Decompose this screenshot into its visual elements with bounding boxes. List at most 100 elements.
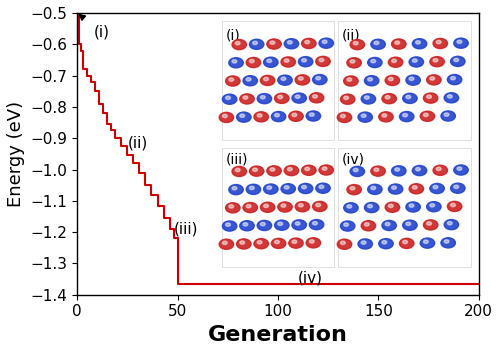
- Circle shape: [298, 203, 303, 207]
- Circle shape: [267, 39, 281, 49]
- Y-axis label: Energy (eV): Energy (eV): [7, 101, 25, 207]
- Circle shape: [433, 165, 448, 175]
- Circle shape: [409, 184, 424, 194]
- Circle shape: [292, 240, 297, 243]
- Circle shape: [400, 238, 414, 249]
- Circle shape: [358, 112, 372, 122]
- Circle shape: [361, 221, 376, 231]
- Circle shape: [312, 221, 318, 225]
- Circle shape: [350, 60, 355, 63]
- Circle shape: [436, 167, 441, 171]
- Circle shape: [281, 77, 286, 81]
- Circle shape: [226, 223, 230, 226]
- Circle shape: [310, 220, 324, 230]
- Circle shape: [450, 183, 465, 193]
- Circle shape: [444, 113, 449, 116]
- Circle shape: [254, 112, 268, 122]
- Circle shape: [392, 166, 406, 176]
- Circle shape: [400, 112, 414, 122]
- Circle shape: [250, 186, 254, 190]
- Circle shape: [305, 167, 310, 171]
- Circle shape: [364, 76, 379, 86]
- Circle shape: [409, 77, 414, 81]
- Circle shape: [319, 38, 334, 48]
- Circle shape: [392, 39, 406, 49]
- Circle shape: [278, 202, 292, 212]
- Circle shape: [306, 238, 320, 248]
- Circle shape: [246, 184, 260, 194]
- Circle shape: [416, 168, 420, 171]
- Circle shape: [430, 183, 444, 194]
- Circle shape: [219, 112, 234, 122]
- Circle shape: [316, 203, 320, 207]
- Circle shape: [322, 167, 327, 170]
- Circle shape: [385, 222, 390, 226]
- Circle shape: [226, 76, 240, 86]
- Circle shape: [289, 111, 303, 121]
- Circle shape: [382, 94, 396, 104]
- Circle shape: [450, 76, 456, 80]
- Circle shape: [267, 166, 281, 176]
- Circle shape: [305, 40, 310, 44]
- Circle shape: [371, 39, 386, 49]
- Circle shape: [267, 186, 272, 189]
- Circle shape: [444, 93, 458, 103]
- Circle shape: [250, 59, 254, 63]
- Circle shape: [232, 187, 237, 190]
- Circle shape: [302, 38, 316, 49]
- Circle shape: [371, 166, 386, 176]
- Circle shape: [368, 78, 372, 81]
- Circle shape: [347, 205, 352, 208]
- Circle shape: [371, 59, 376, 63]
- Circle shape: [395, 168, 400, 171]
- Text: (i): (i): [226, 29, 240, 43]
- Circle shape: [388, 77, 393, 81]
- Text: (ii): (ii): [128, 136, 148, 150]
- Circle shape: [264, 184, 278, 194]
- Circle shape: [310, 113, 314, 116]
- Circle shape: [364, 96, 369, 99]
- Circle shape: [430, 77, 434, 80]
- Circle shape: [424, 93, 438, 103]
- Circle shape: [260, 75, 275, 86]
- Circle shape: [420, 238, 434, 248]
- Circle shape: [322, 40, 327, 43]
- Circle shape: [295, 222, 300, 225]
- Circle shape: [246, 78, 251, 81]
- Circle shape: [354, 168, 358, 172]
- Circle shape: [226, 203, 240, 213]
- Circle shape: [412, 39, 427, 49]
- Circle shape: [385, 202, 400, 212]
- Circle shape: [254, 239, 268, 249]
- Circle shape: [454, 58, 458, 62]
- Circle shape: [281, 184, 295, 194]
- Circle shape: [374, 41, 379, 45]
- Circle shape: [310, 93, 324, 103]
- Circle shape: [368, 205, 372, 208]
- Circle shape: [448, 221, 452, 225]
- Circle shape: [433, 38, 448, 49]
- Circle shape: [354, 42, 358, 45]
- Circle shape: [350, 187, 355, 190]
- Circle shape: [409, 204, 414, 207]
- Circle shape: [222, 241, 227, 245]
- Circle shape: [310, 240, 314, 243]
- Circle shape: [426, 75, 441, 85]
- Circle shape: [444, 220, 458, 230]
- Circle shape: [385, 95, 390, 99]
- Circle shape: [388, 204, 393, 208]
- Circle shape: [316, 56, 330, 67]
- Circle shape: [457, 40, 462, 43]
- Circle shape: [292, 93, 306, 103]
- Circle shape: [340, 114, 345, 118]
- Circle shape: [284, 59, 289, 62]
- Circle shape: [278, 75, 292, 85]
- Circle shape: [306, 111, 320, 121]
- Circle shape: [319, 185, 324, 189]
- Circle shape: [222, 114, 227, 118]
- Circle shape: [264, 77, 268, 81]
- Circle shape: [347, 58, 362, 68]
- Circle shape: [402, 113, 407, 117]
- Circle shape: [364, 202, 379, 213]
- Circle shape: [281, 204, 286, 207]
